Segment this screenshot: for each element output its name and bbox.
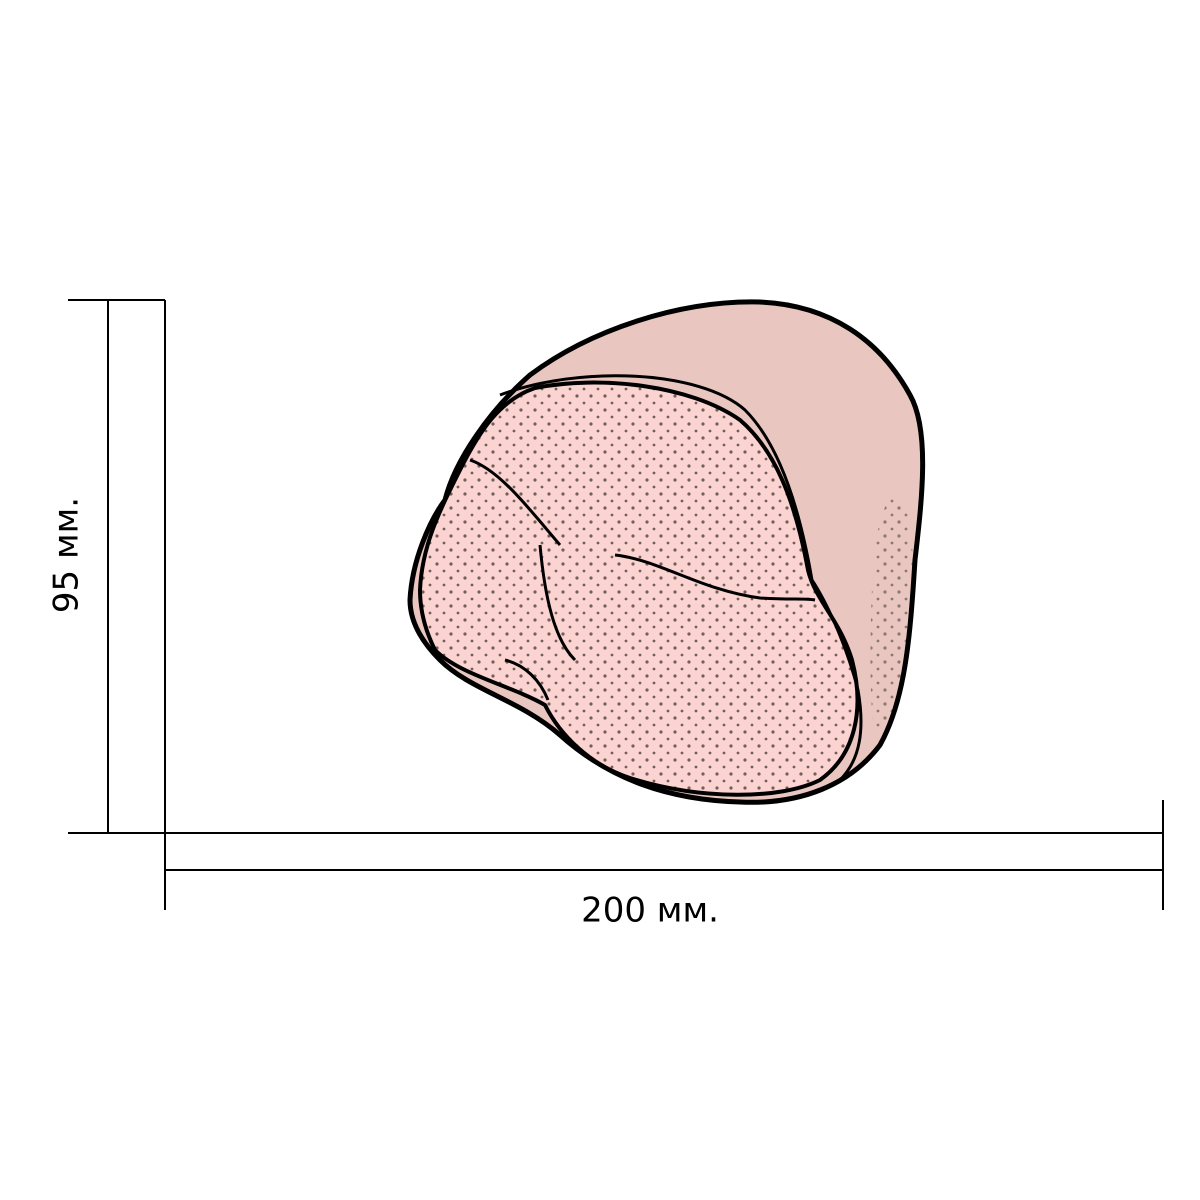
meat-illustration bbox=[407, 299, 926, 805]
cap-dots bbox=[870, 490, 913, 740]
fat-line bbox=[499, 374, 863, 782]
width-label: 200 мм. bbox=[581, 891, 719, 931]
height-dimension: 95 мм. bbox=[47, 299, 166, 834]
height-label: 95 мм. bbox=[47, 497, 87, 613]
width-dimension: 200 мм. bbox=[164, 800, 1164, 931]
meat-face-dots bbox=[420, 382, 858, 795]
meat-seam bbox=[469, 458, 816, 701]
